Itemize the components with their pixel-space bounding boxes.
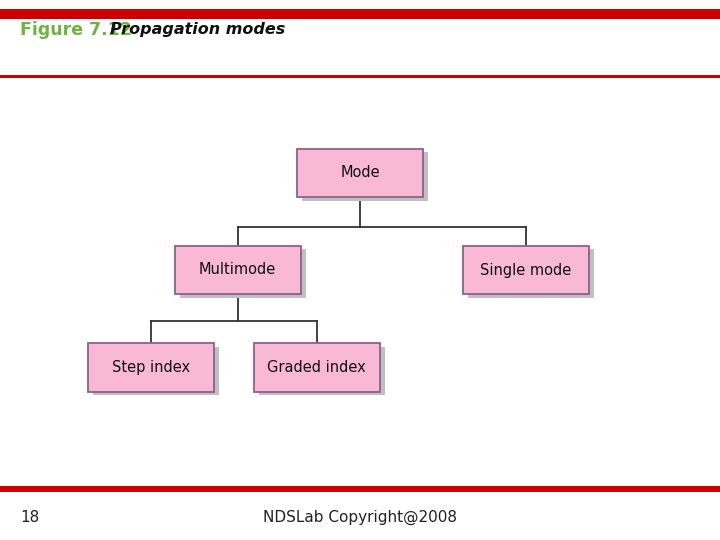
Text: Multimode: Multimode — [199, 262, 276, 278]
Text: Single mode: Single mode — [480, 262, 571, 278]
FancyBboxPatch shape — [302, 152, 428, 201]
FancyBboxPatch shape — [254, 343, 380, 391]
Text: Propagation modes: Propagation modes — [110, 22, 285, 37]
Text: Figure 7.12: Figure 7.12 — [20, 21, 132, 39]
Text: NDSLab Copyright@2008: NDSLab Copyright@2008 — [263, 510, 457, 525]
FancyBboxPatch shape — [89, 343, 215, 391]
Text: 18: 18 — [20, 510, 40, 525]
Text: Graded index: Graded index — [267, 360, 366, 375]
FancyBboxPatch shape — [468, 249, 593, 298]
FancyBboxPatch shape — [259, 347, 384, 395]
Text: Mode: Mode — [340, 165, 380, 180]
FancyBboxPatch shape — [175, 246, 301, 294]
FancyBboxPatch shape — [297, 148, 423, 197]
Text: Step index: Step index — [112, 360, 190, 375]
FancyBboxPatch shape — [94, 347, 220, 395]
FancyBboxPatch shape — [462, 246, 588, 294]
FancyBboxPatch shape — [180, 249, 305, 298]
